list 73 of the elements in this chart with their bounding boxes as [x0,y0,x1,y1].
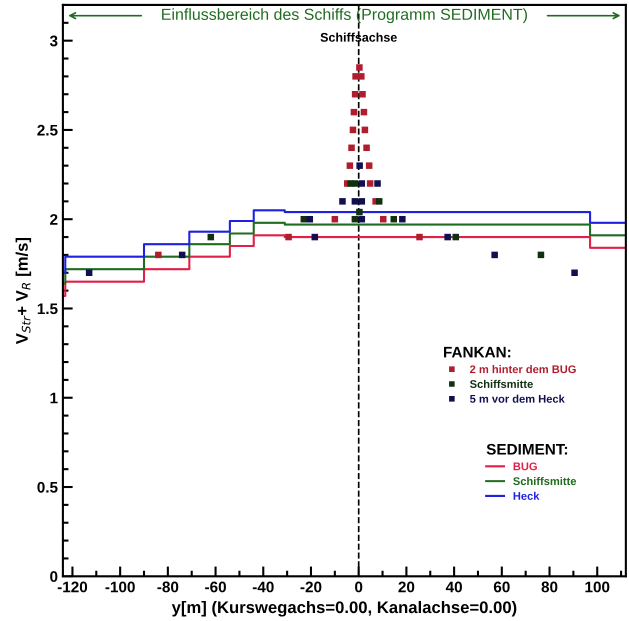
point [332,216,338,222]
legend-label: 2 m hinter dem BUG [470,365,576,374]
point [362,126,368,134]
y-tick-label: 3 [50,36,58,46]
legend-label: Schiffsmitte [513,476,576,486]
point [348,144,355,152]
x-tick-label: -40 [252,582,274,592]
point [86,270,92,276]
legend-label: BUG [514,462,537,470]
point [358,198,366,205]
point [491,252,498,258]
x-tick-label: -20 [300,582,322,592]
point [416,234,423,240]
point [352,198,358,205]
point [358,73,365,80]
legend-label: 5 m vor dem Heck [470,394,565,403]
annotation: SEDIMENT: [486,444,568,455]
point [363,144,370,152]
point [356,162,363,169]
point [366,162,372,169]
point [359,90,366,98]
point [376,198,382,205]
point [352,180,358,187]
legend-label: Schiffsmitte [470,380,533,388]
x-tick-label: -80 [157,582,178,592]
point [155,252,162,258]
x-axis-title: y[m] (Kurswegachs=0.00, Kanalachse=0.00) [172,600,516,617]
point [339,198,346,205]
y-tick-label: 0.5 [37,482,58,493]
x-tick-label: 20 [398,582,414,592]
ref-line-label: Schiffsachse [320,32,397,42]
y-tick-label: 2.5 [37,124,58,136]
x-tick-label: 100 [585,582,610,592]
chart-title: Einflussbereich des Schiffs (Programm SEDIMENT) [162,8,527,24]
y-tick-label: 0 [50,571,58,582]
point [356,208,363,216]
y-tick-label: 1.5 [38,304,58,314]
x-tick-label: 0 [355,582,362,592]
legend-label: Heck [514,492,540,500]
y-axis-title: V$_{Str}$+ V$_{R}$ [m/s] [16,238,32,344]
point [444,234,451,240]
point [300,216,308,222]
point [380,216,387,222]
annotation: FANKAN: [444,346,510,358]
x-tick-label: -120 [58,582,88,592]
x-tick-label: 80 [542,582,558,592]
point [374,180,381,187]
point [208,234,214,240]
point [178,252,186,258]
x-tick-label: 60 [494,582,510,592]
point [350,108,358,116]
point [390,216,398,222]
x-tick-label: -100 [105,582,135,592]
point [358,180,366,187]
point [538,252,544,258]
y-tick-label: 2 [50,214,58,225]
point [306,216,314,222]
point [399,216,406,222]
point [356,64,363,71]
point [452,234,460,240]
point [350,126,356,134]
point [366,180,374,187]
point [285,234,292,240]
point [352,90,358,98]
point [346,162,354,169]
x-tick-label: 40 [446,582,462,592]
x-tick-label: -60 [205,582,226,592]
point [358,216,366,222]
point [360,108,368,116]
point [312,234,318,240]
point [571,270,578,276]
point [352,216,358,222]
y-tick-label: 1 [50,392,58,404]
